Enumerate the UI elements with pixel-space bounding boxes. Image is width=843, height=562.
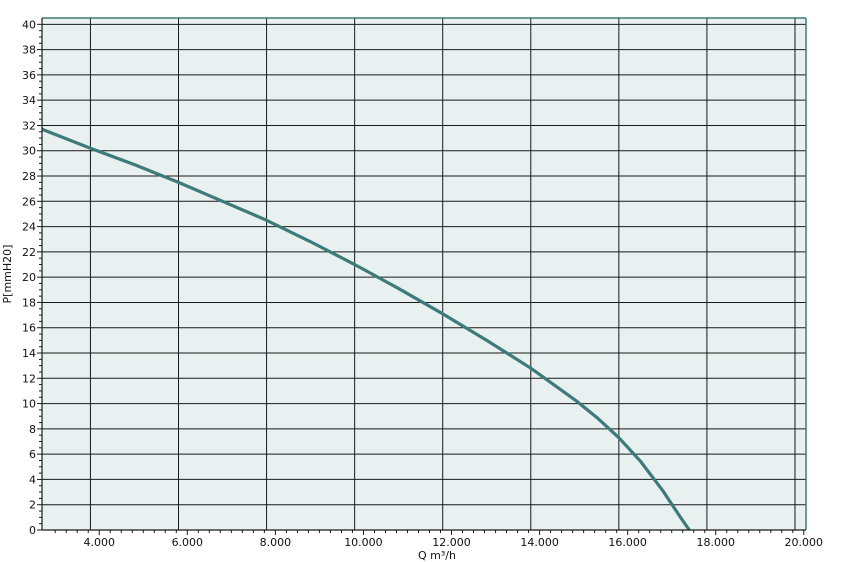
y-tick-label: 26 — [22, 195, 36, 208]
y-tick-label: 36 — [22, 69, 36, 82]
y-tick-label: 18 — [22, 296, 36, 309]
y-tick-label: 22 — [22, 246, 36, 259]
x-tick-label: 10.000 — [344, 536, 383, 549]
series-line-curve — [41, 127, 691, 531]
x-tick-label: 16.000 — [608, 536, 647, 549]
y-tick-label: 40 — [22, 18, 36, 31]
y-tick-label: 16 — [22, 322, 36, 335]
x-tick-label: 12.000 — [432, 536, 471, 549]
x-tick-label: 18.000 — [696, 536, 735, 549]
y-tick-label: 38 — [22, 44, 36, 57]
y-tick-label: 12 — [22, 372, 36, 385]
x-tick-label: 4.000 — [83, 536, 115, 549]
y-tick-label: 14 — [22, 347, 36, 360]
x-tick-label: 14.000 — [520, 536, 559, 549]
x-tick-label: 20.000 — [785, 536, 824, 549]
y-tick-label: 28 — [22, 170, 36, 183]
x-axis-title: Q m³/h — [418, 549, 456, 562]
y-tick-label: 30 — [22, 145, 36, 158]
y-axis-title: P[mmH20] — [1, 245, 14, 304]
y-tick-label: 32 — [22, 119, 36, 132]
y-tick-label: 20 — [22, 271, 36, 284]
plot-area-background — [42, 18, 806, 530]
y-tick-label: 0 — [29, 524, 36, 537]
x-tick-label: 8.000 — [260, 536, 292, 549]
y-tick-label: 24 — [22, 221, 36, 234]
y-tick-label: 10 — [22, 398, 36, 411]
y-tick-label: 8 — [29, 423, 36, 436]
y-tick-label: 2 — [29, 499, 36, 512]
x-tick-label: 6.000 — [172, 536, 204, 549]
y-tick-label: 34 — [22, 94, 36, 107]
y-tick-label: 4 — [29, 473, 36, 486]
y-tick-label: 6 — [29, 448, 36, 461]
